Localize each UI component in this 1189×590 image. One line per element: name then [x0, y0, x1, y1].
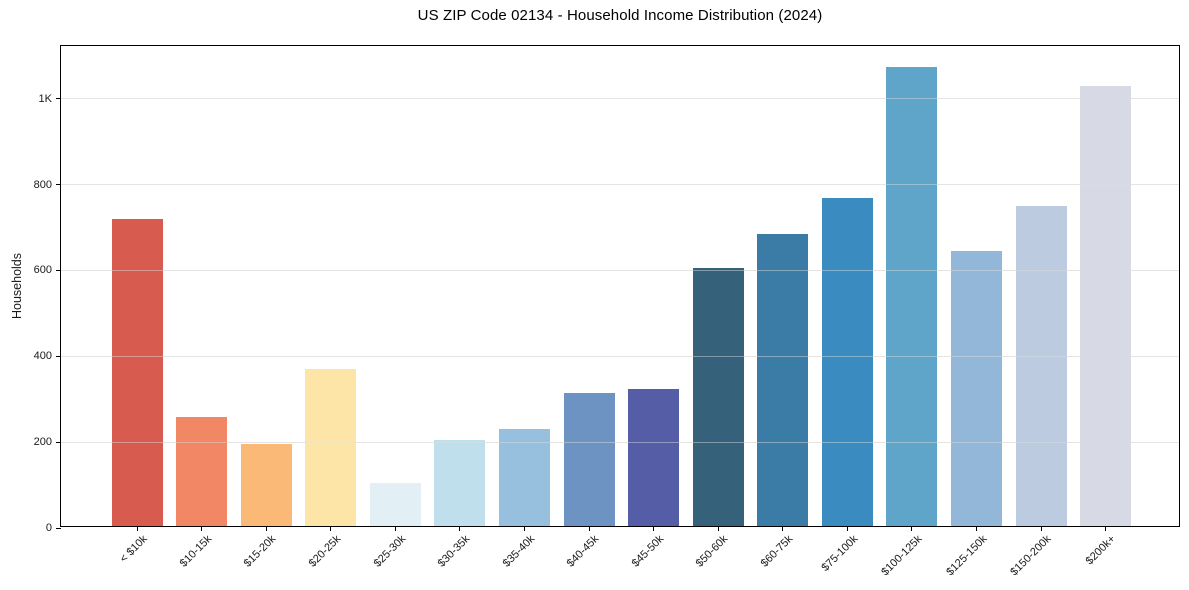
x-tick-label: $35-40k	[500, 533, 537, 570]
x-tick-mark	[394, 526, 396, 531]
bar-100-125k	[886, 66, 938, 526]
gridline-600	[61, 269, 1179, 271]
x-tick-mark	[459, 526, 461, 531]
x-tick-mark	[1040, 526, 1042, 531]
bar-10k	[111, 219, 163, 526]
x-tick-mark	[265, 526, 267, 531]
bar-40-45k	[563, 392, 615, 526]
gridline-800	[61, 184, 1179, 186]
x-tick-mark	[201, 526, 203, 531]
x-tick-mark	[846, 526, 848, 531]
bar-15-20k	[240, 444, 292, 526]
x-tick-label: $125-150k	[943, 533, 990, 579]
y-axis-label: Households	[10, 252, 24, 320]
y-tick-mark	[56, 98, 61, 100]
bar-50-60k	[692, 268, 744, 526]
y-tick-label: 800	[33, 178, 52, 191]
gridline-200	[61, 441, 1179, 443]
x-tick-label: $60-75k	[758, 533, 796, 570]
x-tick-label: $15-20k	[242, 533, 279, 570]
plot-area: 0 200 400 600 800 1K < $10k $10-15k $15-20k $20-2…	[34, 45, 1180, 578]
y-tick-label: 200	[33, 436, 52, 449]
bar-150-200k	[1015, 206, 1067, 526]
x-tick-mark	[653, 526, 655, 531]
y-tick-label: 1K	[38, 92, 52, 105]
x-tick-label: $10-15k	[177, 533, 215, 570]
bar-35-40k	[498, 429, 550, 526]
x-tick-label: $75-100k	[818, 533, 860, 574]
x-tick-label: < $10k	[117, 533, 150, 566]
gridline-1K	[61, 98, 1179, 100]
x-tick-label: $30-35k	[435, 533, 473, 570]
y-tick-mark	[56, 527, 61, 529]
bar-60-75k	[757, 234, 809, 526]
x-tick-mark	[976, 526, 978, 531]
bar-10-15k	[176, 416, 228, 526]
bar-30-35k	[434, 440, 486, 526]
x-tick-label: $40-45k	[564, 533, 602, 570]
x-tick-label: $25-30k	[371, 533, 408, 570]
x-tick-label: $20-25k	[306, 533, 344, 570]
x-tick-mark	[136, 526, 138, 531]
x-tick-label: $200k+	[1083, 533, 1119, 568]
y-tick-label: 400	[33, 350, 52, 363]
x-tick-mark	[1105, 526, 1107, 531]
x-tick-label: $45-50k	[629, 533, 667, 570]
x-tick-label: $50-60k	[694, 533, 731, 570]
y-tick-mark	[56, 184, 61, 186]
x-tick-label: $150-200k	[1008, 533, 1054, 579]
x-tick-label: $100-125k	[879, 533, 925, 579]
y-tick-label: 600	[33, 264, 52, 277]
bar-75-100k	[821, 197, 873, 526]
y-tick-mark	[56, 355, 61, 357]
y-tick-mark	[56, 441, 61, 443]
x-tick-mark	[911, 526, 913, 531]
bar-25-30k	[369, 483, 421, 526]
x-tick-mark	[588, 526, 590, 531]
bar-20-25k	[305, 369, 357, 526]
y-tick-label: 0	[45, 522, 52, 534]
bar-45-50k	[628, 388, 680, 526]
x-tick-mark	[717, 526, 719, 531]
chart-title: US ZIP Code 02134 - Household Income Dis…	[417, 7, 823, 24]
x-tick-mark	[523, 526, 525, 531]
y-tick-mark	[56, 269, 61, 271]
x-tick-mark	[330, 526, 332, 531]
gridline-400	[61, 355, 1179, 357]
bar-200k	[1080, 86, 1132, 526]
x-tick-mark	[782, 526, 784, 531]
bar-125-150k	[951, 251, 1003, 526]
